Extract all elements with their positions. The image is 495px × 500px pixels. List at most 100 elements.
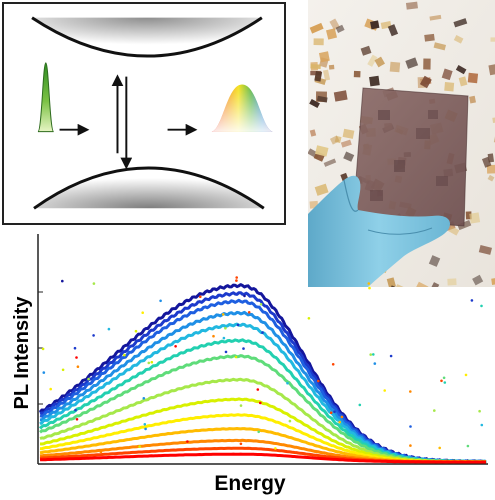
sample-chip xyxy=(369,75,380,87)
sample-chip xyxy=(472,274,484,286)
pl-scatter-point xyxy=(99,450,103,454)
pl-scatter-point xyxy=(470,299,474,302)
pl-scatter-point xyxy=(42,371,46,374)
pl-scatter-point xyxy=(478,409,481,413)
sample-chip xyxy=(488,63,495,76)
pl-scatter-point xyxy=(134,329,138,333)
pl-scatter-point xyxy=(358,403,362,407)
pl-scatter-point xyxy=(141,311,144,314)
sample-chip xyxy=(309,98,320,109)
pl-scatter-point xyxy=(440,379,443,383)
sample-chip xyxy=(444,82,455,92)
sample-chip xyxy=(314,71,323,82)
pl-series-line xyxy=(39,452,486,464)
pl-scatter-point xyxy=(369,353,373,356)
pl-scatter-point xyxy=(92,334,95,337)
gloved-hand xyxy=(308,175,451,287)
sample-chip xyxy=(441,68,453,81)
pl-scatter-point xyxy=(199,295,202,299)
pl-scatter-point xyxy=(143,423,147,426)
sample-chip xyxy=(370,20,380,30)
sample-chip xyxy=(447,278,457,286)
pl-scatter-point xyxy=(307,317,311,320)
pl-scatter-point xyxy=(480,423,484,427)
sample-chip xyxy=(455,65,467,75)
band-diagram xyxy=(2,2,286,225)
narrow-emission-icon xyxy=(37,62,55,133)
sample-chip xyxy=(353,70,361,78)
pl-series-line xyxy=(39,298,487,464)
pl-scatter-point xyxy=(466,444,470,448)
x-axis-label: Energy xyxy=(214,472,286,495)
sample-chip xyxy=(329,135,340,145)
pl-scatter-point xyxy=(235,276,238,279)
sample-chip xyxy=(389,61,401,73)
pl-spectra-chart xyxy=(37,234,488,465)
sample-chip xyxy=(490,37,495,42)
sample-chip xyxy=(405,1,418,10)
pl-scatter-point xyxy=(212,334,215,338)
sample-chip xyxy=(374,56,385,68)
sample-chip xyxy=(467,72,479,84)
sample-chip xyxy=(328,64,335,70)
sample-chip xyxy=(486,164,495,174)
pl-scatter-point xyxy=(372,353,375,356)
broad-emission-icon xyxy=(210,84,274,132)
pl-scatter-point xyxy=(247,311,251,314)
pl-scatter-point xyxy=(286,381,289,385)
pl-series-line xyxy=(40,310,487,464)
perovskite-film xyxy=(352,87,469,227)
sample-chip xyxy=(309,129,317,137)
sample-chip xyxy=(458,76,468,87)
pl-scatter-point xyxy=(174,345,177,348)
pl-scatter-point xyxy=(150,360,154,364)
pl-scatter-point xyxy=(75,418,79,421)
pl-scatter-point xyxy=(74,408,77,412)
pl-scatter-point xyxy=(338,420,342,424)
pl-scatter-point xyxy=(464,373,468,377)
sample-chip xyxy=(309,22,324,34)
pl-scatter-point xyxy=(224,350,228,354)
pl-scatter-point xyxy=(76,365,80,368)
pl-scatter-point xyxy=(159,299,162,303)
sample-chip xyxy=(315,145,329,157)
pl-scatter-point xyxy=(288,419,292,423)
sample-chip xyxy=(313,38,324,46)
pl-scatter-point xyxy=(73,346,77,350)
pl-scatter-point xyxy=(282,423,286,427)
pl-scatter-point xyxy=(256,388,260,391)
pl-scatter-point xyxy=(239,442,243,446)
pl-scatter-point xyxy=(123,353,126,357)
pl-scatter-point xyxy=(383,389,387,392)
pl-scatter-point xyxy=(49,387,52,391)
pl-scatter-point xyxy=(409,444,412,447)
pl-scatter-point xyxy=(147,361,151,365)
pl-scatter-point xyxy=(235,279,238,282)
pl-scatter-point xyxy=(438,446,442,450)
sample-chip xyxy=(323,158,337,167)
sample-chip xyxy=(453,18,468,28)
pl-scatter-point xyxy=(367,282,371,285)
pl-scatter-point xyxy=(442,376,446,380)
pl-scatter-point xyxy=(331,363,335,366)
sample-chip xyxy=(342,128,355,139)
pl-scatter-point xyxy=(333,410,336,413)
sample-chip xyxy=(424,33,435,42)
pl-scatter-point xyxy=(480,304,483,308)
pl-scatter-point xyxy=(87,377,90,381)
sample-chip xyxy=(316,95,328,103)
pl-scatter-point xyxy=(142,397,146,400)
sample-chip xyxy=(314,183,329,196)
pl-scatter-point xyxy=(259,303,263,306)
pl-scatter-point xyxy=(443,381,447,384)
pl-scatter-point xyxy=(61,368,65,372)
sample-chip xyxy=(333,90,348,102)
sample-chip xyxy=(487,174,495,182)
pl-scatter-point xyxy=(107,327,111,331)
sample-chip xyxy=(310,64,321,69)
sample-chip xyxy=(335,24,345,33)
sample-chip xyxy=(386,277,396,287)
pl-scatter-point xyxy=(389,354,393,358)
pl-scatter-point xyxy=(317,379,320,383)
pl-scatter-point xyxy=(340,415,344,419)
